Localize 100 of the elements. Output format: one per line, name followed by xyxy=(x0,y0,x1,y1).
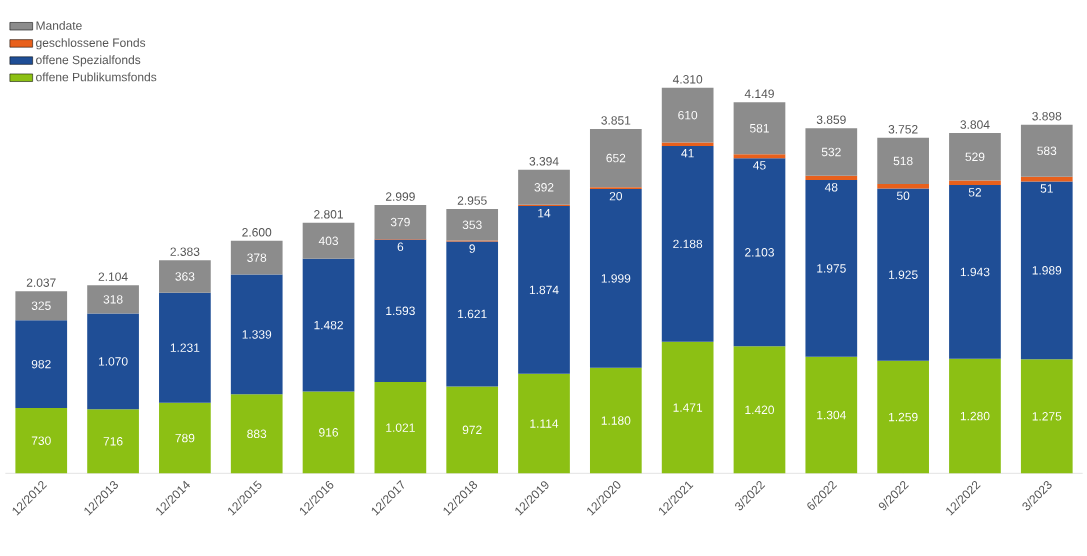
bar xyxy=(661,146,714,342)
total-label: 3.752 xyxy=(888,125,918,134)
bar xyxy=(159,260,211,293)
bar xyxy=(877,188,929,361)
data-label: 1.975 xyxy=(817,264,846,273)
bar xyxy=(733,154,786,159)
total-label: 3.851 xyxy=(601,116,631,125)
bar xyxy=(87,285,139,314)
total-label: 4.310 xyxy=(672,75,703,84)
bar xyxy=(87,409,139,474)
data-label: 1.180 xyxy=(601,416,631,425)
data-label: 20 xyxy=(609,191,623,201)
data-label: 1.621 xyxy=(458,309,487,319)
bar xyxy=(589,128,642,188)
bar xyxy=(1020,359,1073,474)
data-label: 1.114 xyxy=(530,419,559,428)
bar xyxy=(15,320,68,409)
data-label: 325 xyxy=(31,301,51,310)
bar xyxy=(805,175,858,181)
data-label: 581 xyxy=(749,124,769,133)
bar xyxy=(877,360,929,474)
data-label: 1.259 xyxy=(889,412,918,422)
data-label: 52 xyxy=(968,188,982,197)
data-label: 789 xyxy=(175,433,195,443)
bar xyxy=(302,391,355,474)
bar xyxy=(661,87,714,143)
data-label: 610 xyxy=(678,110,698,120)
total-label: 4.149 xyxy=(744,89,774,99)
bar xyxy=(446,386,499,474)
bar xyxy=(87,313,139,410)
data-label: 2.103 xyxy=(745,248,774,257)
data-label: 14 xyxy=(538,209,551,218)
legend-label: geschlossene Fonds xyxy=(36,38,146,50)
bar xyxy=(877,184,929,189)
data-label: 378 xyxy=(247,253,267,262)
data-label: 1.943 xyxy=(960,267,990,277)
bar xyxy=(949,185,1001,359)
bar xyxy=(374,382,427,474)
total-label: 2.037 xyxy=(26,278,56,287)
data-label: 1.304 xyxy=(817,410,846,420)
total-label: 2.801 xyxy=(314,210,343,219)
data-label: 51 xyxy=(1040,184,1053,193)
data-label: 1.070 xyxy=(98,357,128,366)
bar xyxy=(1020,124,1073,177)
data-label: 1.999 xyxy=(601,274,631,283)
bar xyxy=(949,133,1001,181)
total-label: 3.394 xyxy=(529,157,559,166)
bar xyxy=(589,367,642,474)
data-label: 529 xyxy=(965,152,985,162)
bar xyxy=(302,258,355,392)
bar xyxy=(230,274,283,395)
data-label: 363 xyxy=(175,272,195,281)
data-label: 982 xyxy=(31,359,51,369)
data-label: 1.989 xyxy=(1032,266,1062,275)
total-label: 3.804 xyxy=(960,120,990,129)
bar xyxy=(159,402,211,474)
total-label: 3.898 xyxy=(1032,111,1062,121)
bar xyxy=(302,222,355,259)
bar xyxy=(805,180,858,357)
data-label: 1.925 xyxy=(889,270,918,279)
total-label: 2.600 xyxy=(242,228,272,237)
total-label: 2.104 xyxy=(98,272,128,281)
data-label: 1.420 xyxy=(745,405,775,415)
data-label: 583 xyxy=(1037,146,1057,156)
data-label: 318 xyxy=(103,295,123,304)
bar xyxy=(518,169,570,205)
data-label: 41 xyxy=(681,149,694,158)
data-label: 1.874 xyxy=(529,285,559,295)
data-label: 1.231 xyxy=(170,343,200,352)
bar xyxy=(733,158,786,347)
legend-label: Mandate xyxy=(36,21,82,30)
total-label: 2.955 xyxy=(457,196,487,205)
bar xyxy=(374,205,427,240)
data-label: 48 xyxy=(824,183,838,192)
bar xyxy=(733,346,786,474)
bar xyxy=(159,292,211,403)
data-label: 716 xyxy=(103,437,123,446)
data-label: 1.021 xyxy=(386,423,415,432)
bar xyxy=(15,408,68,474)
bar xyxy=(949,358,1001,474)
bar xyxy=(949,180,1001,186)
total-label: 2.999 xyxy=(385,192,415,201)
bar xyxy=(446,241,499,387)
data-label: 532 xyxy=(821,147,841,157)
bar xyxy=(805,128,858,176)
data-label: 972 xyxy=(462,425,482,435)
data-label: 518 xyxy=(893,156,913,166)
total-label: 3.859 xyxy=(816,115,846,124)
data-label: 1.471 xyxy=(673,403,703,412)
bar xyxy=(15,291,68,321)
data-label: 2.188 xyxy=(673,239,703,249)
data-label: 353 xyxy=(462,220,482,230)
bar xyxy=(374,239,427,383)
data-label: 883 xyxy=(247,429,267,439)
data-label: 1.280 xyxy=(960,411,990,421)
bar xyxy=(661,142,714,147)
bar xyxy=(1020,181,1073,360)
data-label: 1.482 xyxy=(314,320,343,330)
legend-label: offene Publikumsfonds xyxy=(36,72,157,82)
data-label: 1.593 xyxy=(386,306,415,316)
